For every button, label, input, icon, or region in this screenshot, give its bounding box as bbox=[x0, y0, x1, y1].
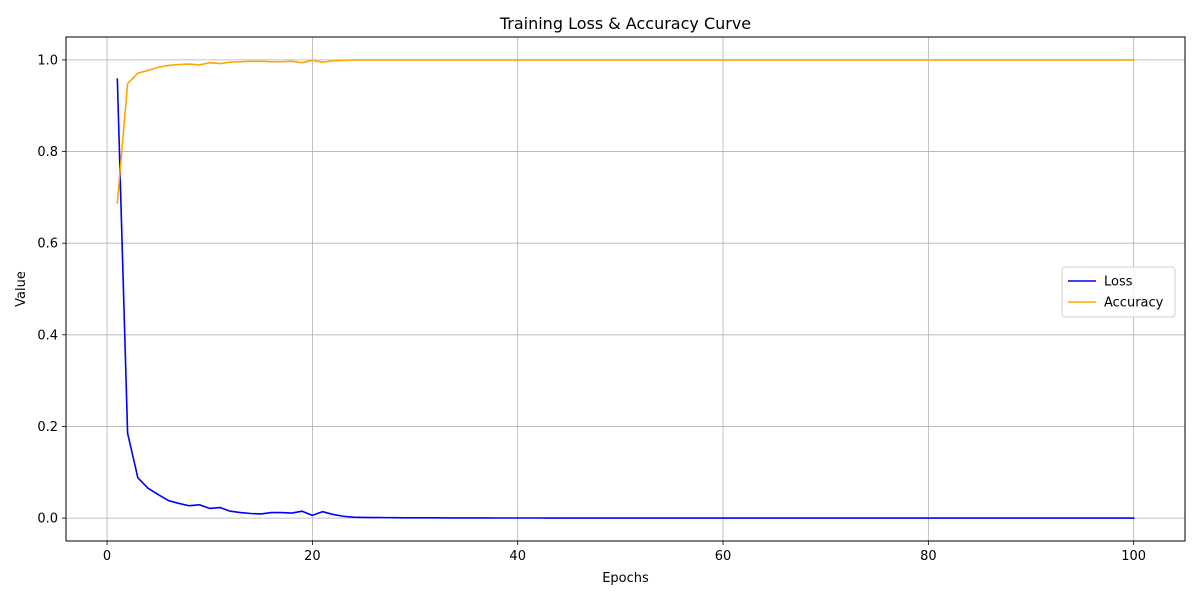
grid bbox=[66, 37, 1185, 541]
series-lines bbox=[116, 59, 1135, 519]
x-axis-label: Epochs bbox=[602, 571, 649, 586]
x-tick-label: 80 bbox=[920, 549, 937, 564]
series-line-accuracy bbox=[116, 59, 1135, 204]
y-tick-label: 0.8 bbox=[37, 145, 58, 160]
legend-box bbox=[1061, 266, 1176, 318]
axis-ticks: 0 20 40 60 80 100 0.0 0.2 0.4 0.6 0.8 1.0 bbox=[37, 53, 1146, 564]
x-tick-label: 60 bbox=[715, 549, 732, 564]
y-tick-label: 0.6 bbox=[37, 237, 58, 252]
x-tick-label: 100 bbox=[1121, 549, 1146, 564]
plot-frame bbox=[65, 36, 1186, 542]
chart-title: Training Loss & Accuracy Curve bbox=[499, 14, 751, 33]
legend-label-accuracy: Accuracy bbox=[1104, 296, 1164, 311]
y-tick-label: 1.0 bbox=[37, 53, 58, 68]
legend: Loss Accuracy bbox=[1061, 266, 1176, 318]
y-axis-label: Value bbox=[14, 271, 29, 307]
y-tick-label: 0.4 bbox=[37, 328, 58, 343]
y-tick-label: 0.0 bbox=[37, 512, 58, 527]
x-tick-label: 20 bbox=[304, 549, 321, 564]
x-tick-label: 40 bbox=[509, 549, 526, 564]
y-tick-label: 0.2 bbox=[37, 420, 58, 435]
x-tick-label: 0 bbox=[103, 549, 111, 564]
legend-label-loss: Loss bbox=[1104, 275, 1133, 290]
series-line-loss bbox=[116, 78, 1135, 519]
